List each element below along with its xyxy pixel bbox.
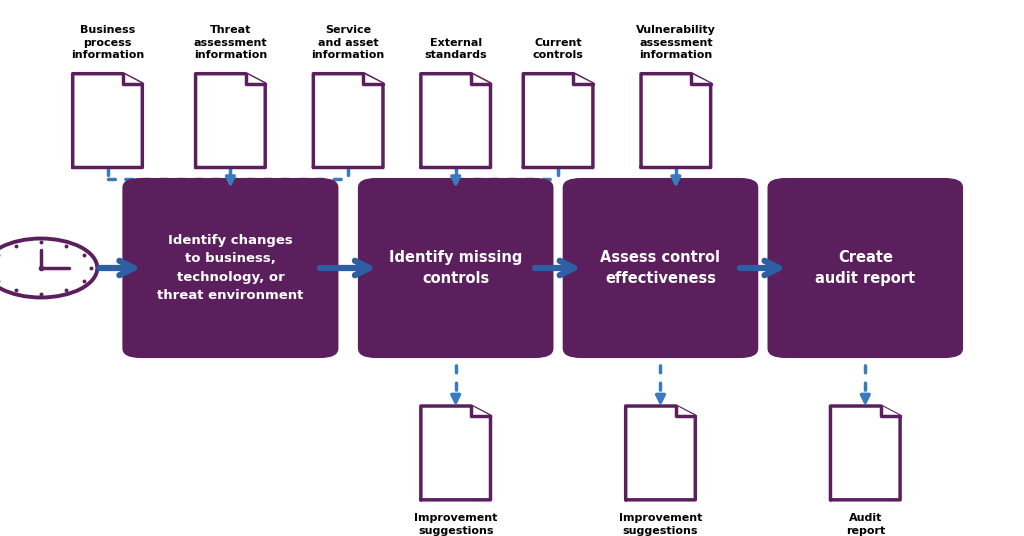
Polygon shape: [691, 73, 711, 84]
Polygon shape: [421, 73, 490, 167]
Polygon shape: [830, 406, 900, 500]
FancyBboxPatch shape: [123, 178, 338, 358]
Polygon shape: [73, 73, 142, 167]
Text: Improvement
suggestions: Improvement suggestions: [414, 513, 498, 535]
Text: Assess control
effectiveness: Assess control effectiveness: [600, 250, 721, 286]
Polygon shape: [196, 73, 265, 167]
Polygon shape: [523, 73, 593, 167]
Text: External
standards: External standards: [424, 38, 487, 60]
Polygon shape: [573, 73, 593, 84]
Text: Improvement
suggestions: Improvement suggestions: [618, 513, 702, 535]
Text: Audit
report: Audit report: [846, 513, 885, 535]
Polygon shape: [313, 73, 383, 167]
Polygon shape: [641, 73, 711, 167]
Polygon shape: [676, 406, 695, 416]
Text: Current
controls: Current controls: [532, 38, 584, 60]
Polygon shape: [471, 406, 490, 416]
FancyBboxPatch shape: [358, 178, 553, 358]
Text: Business
process
information: Business process information: [71, 26, 144, 60]
Text: Identify changes
to business,
technology, or
threat environment: Identify changes to business, technology…: [158, 234, 303, 302]
Polygon shape: [881, 406, 900, 416]
Polygon shape: [421, 406, 490, 500]
Text: Vulnerability
assessment
information: Vulnerability assessment information: [636, 26, 716, 60]
Polygon shape: [626, 406, 695, 500]
Text: Threat
assessment
information: Threat assessment information: [194, 26, 267, 60]
Text: Service
and asset
information: Service and asset information: [311, 26, 385, 60]
Polygon shape: [471, 73, 490, 84]
FancyBboxPatch shape: [563, 178, 758, 358]
Polygon shape: [123, 73, 142, 84]
Polygon shape: [364, 73, 383, 84]
Text: Create
audit report: Create audit report: [815, 250, 915, 286]
Text: Identify missing
controls: Identify missing controls: [389, 250, 522, 286]
Polygon shape: [246, 73, 265, 84]
FancyBboxPatch shape: [768, 178, 963, 358]
